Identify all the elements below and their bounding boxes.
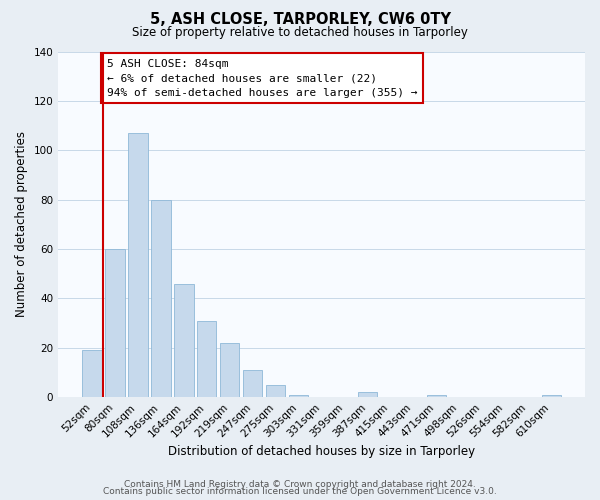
Text: 5 ASH CLOSE: 84sqm
← 6% of detached houses are smaller (22)
94% of semi-detached: 5 ASH CLOSE: 84sqm ← 6% of detached hous… [107,59,418,98]
Bar [197,320,217,397]
Text: Contains HM Land Registry data © Crown copyright and database right 2024.: Contains HM Land Registry data © Crown c… [124,480,476,489]
X-axis label: Distribution of detached houses by size in Tarporley: Distribution of detached houses by size … [168,444,475,458]
Text: Size of property relative to detached houses in Tarporley: Size of property relative to detached ho… [132,26,468,39]
Bar [128,133,148,397]
Bar [266,385,286,397]
Bar [105,249,125,397]
Text: 5, ASH CLOSE, TARPORLEY, CW6 0TY: 5, ASH CLOSE, TARPORLEY, CW6 0TY [149,12,451,28]
Bar [174,284,194,397]
Bar [243,370,262,397]
Bar [151,200,170,397]
Bar [542,395,561,397]
Text: Contains public sector information licensed under the Open Government Licence v3: Contains public sector information licen… [103,487,497,496]
Y-axis label: Number of detached properties: Number of detached properties [15,132,28,318]
Bar [220,343,239,397]
Bar [289,395,308,397]
Bar [358,392,377,397]
Bar [427,395,446,397]
Bar [82,350,101,397]
